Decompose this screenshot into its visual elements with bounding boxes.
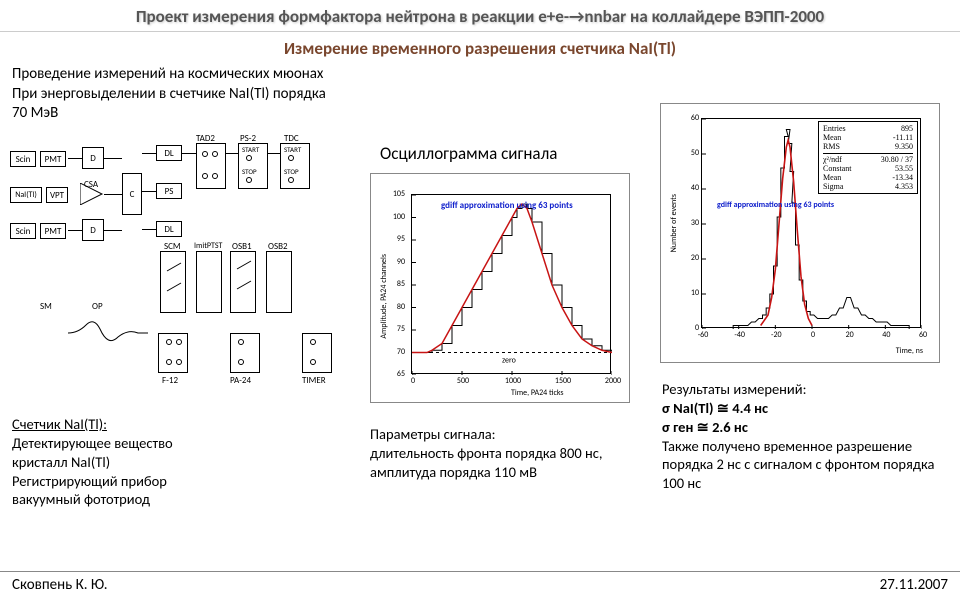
label-pa24: PA-24	[230, 375, 251, 386]
stat-entries: 895	[901, 124, 913, 133]
sigma-gen-val: 2.6 нс	[712, 418, 748, 436]
page-title: Проект измерения формфактора нейтрона в …	[0, 0, 960, 32]
label-op: OP	[92, 301, 103, 312]
label-timer: TIMER	[302, 375, 326, 386]
stat-sigma: 4.353	[895, 182, 913, 191]
label-f12: F-12	[162, 375, 178, 386]
param-text: Параметры сигнала: длительность фронта п…	[370, 425, 650, 482]
hist-plot-area: Entries895 Mean-11.11 RMS9.350 χ²/ndf30.…	[701, 118, 921, 328]
label-csa: CSA	[84, 179, 98, 190]
param-body: длительность фронта порядка 800 нс, ампл…	[370, 444, 602, 481]
counter-text: Счетчик NaI(Tl): Детектирующее вещество …	[12, 415, 292, 509]
box-imit	[196, 251, 222, 313]
param-heading: Параметры сигнала:	[370, 425, 496, 443]
counter-line: кристалл NaI(Tl)	[12, 453, 110, 471]
oscillogram-heading: Осциллограмма сигнала	[380, 143, 557, 164]
intro-text: Проведение измерений на космических мюон…	[12, 65, 432, 124]
box-osb2	[266, 251, 292, 313]
counter-heading: Счетчик NaI(Tl):	[12, 415, 107, 433]
footer-author: Сковпень К. Ю.	[12, 576, 108, 594]
counter-line: Регистрирующий прибор	[12, 472, 167, 490]
intro-line: Проведение измерений на космических мюон…	[12, 65, 432, 85]
box-scm	[160, 251, 186, 313]
box-tad2	[196, 143, 226, 189]
osc-legend: gdiff approximation using 63 points	[441, 200, 573, 211]
hist-legend: gdiff approximation using 63 points	[717, 200, 834, 210]
label-stop: STOP	[284, 167, 299, 176]
sigma-gen-label: σ ген ≅	[662, 418, 712, 436]
page-subtitle: Измерение временного разрешения счетчика…	[0, 32, 960, 65]
hist-ylabel: Number of events	[669, 194, 679, 252]
result-text: Результаты измерений: σ NaI(Tl) ≅ 4.4 нс…	[662, 380, 952, 493]
box-pa24	[230, 333, 260, 373]
counter-line: Детектирующее вещество	[12, 434, 173, 452]
label-start: START	[242, 145, 259, 154]
results-body: Также получено временное разрешение поря…	[662, 437, 934, 493]
osc-ylabel: Amplitude, PA24 channels	[379, 254, 389, 339]
box-osb1	[230, 251, 256, 313]
box-c: C	[122, 173, 142, 215]
footer-date: 27.11.2007	[880, 576, 948, 594]
label-sm: SM	[40, 301, 52, 312]
stat-const: 53.55	[895, 164, 913, 173]
stat-rms: 9.350	[895, 142, 913, 151]
stat-mean: -11.11	[893, 133, 913, 142]
box-dl: DL	[156, 145, 182, 161]
intro-line: 70 МэВ	[12, 104, 432, 124]
osc-xlabel: Time, PA24 ticks	[511, 388, 564, 398]
box-d: D	[82, 147, 104, 169]
box-ps: PS	[156, 183, 182, 199]
box-nai: NaI(Tl)	[10, 187, 42, 203]
oscillogram-chart: zero gdiff approximation using 63 points…	[370, 173, 630, 403]
box-pmt: PMT	[40, 151, 66, 167]
osc-svg: zero	[412, 195, 612, 375]
stat-chi2: 30.80 / 37	[881, 155, 913, 164]
osc-plot-area: zero	[411, 194, 611, 374]
label-start: START	[284, 145, 301, 154]
box-scin: Scin	[10, 151, 36, 167]
box-f12	[158, 333, 188, 373]
label-imit: ImitPTST	[194, 241, 222, 251]
box-dl: DL	[156, 221, 182, 237]
box-vpt: VPT	[46, 187, 68, 203]
intro-line: При энерговыделении в счетчике NaI(Tl) п…	[12, 85, 432, 105]
results-heading: Результаты измерений:	[662, 380, 807, 398]
stat-fitmean: -13.34	[892, 173, 913, 182]
label-stop: STOP	[242, 167, 257, 176]
counter-line: вакуумный фототриод	[12, 490, 150, 508]
footer: Сковпень К. Ю. 27.11.2007	[0, 571, 960, 594]
box-d: D	[82, 219, 104, 241]
sigma-nai-val: 4.4 нс	[732, 399, 768, 417]
block-diagram: Scin PMT D NaI(Tl) VPT CSA Scin PMT D C …	[8, 133, 358, 383]
stat-box: Entries895 Mean-11.11 RMS9.350 χ²/ndf30.…	[818, 121, 918, 194]
content-area: Проведение измерений на космических мюон…	[0, 65, 960, 545]
box-scin: Scin	[10, 223, 36, 239]
svg-text:zero: zero	[502, 356, 516, 366]
hist-xlabel: Time, ns	[896, 346, 923, 356]
sigma-nai-label: σ NaI(Tl) ≅	[662, 399, 732, 417]
box-timer	[302, 333, 332, 373]
histogram-chart: Entries895 Mean-11.11 RMS9.350 χ²/ndf30.…	[660, 103, 940, 363]
box-pmt: PMT	[40, 223, 66, 239]
